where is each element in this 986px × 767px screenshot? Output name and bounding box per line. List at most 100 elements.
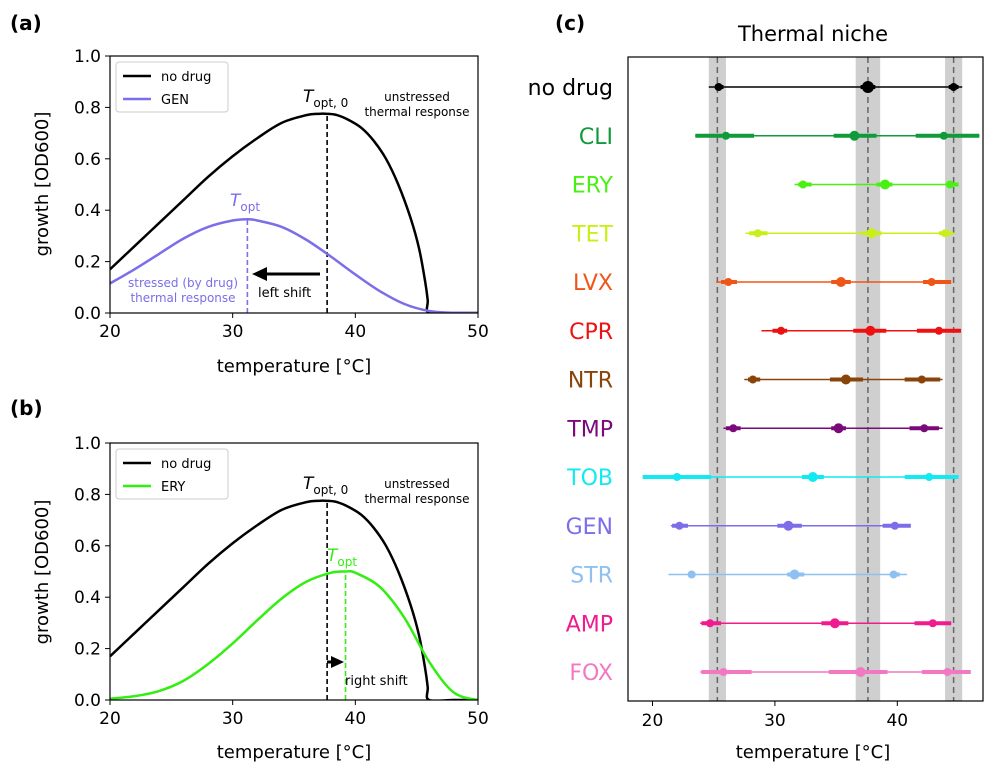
niche-point-gen-1: [783, 520, 794, 531]
niche-point-cpr-0: [777, 326, 786, 335]
panel-c-ticks: 20 30 40: [642, 701, 908, 731]
panel-a-ytick-label: 1.0: [74, 47, 101, 67]
niche-point-cli-1: [849, 130, 860, 141]
panel-b-plot-area: [110, 499, 478, 700]
panel-b-ytick-label: 1.0: [74, 434, 101, 454]
panel-label-c: (c): [555, 11, 585, 35]
panel-b-ytick-label: 0.8: [74, 485, 101, 505]
niche-point-tob-2: [925, 473, 934, 481]
drug-label-tet: TET: [571, 222, 613, 247]
niche-point-str-1: [789, 569, 800, 580]
panel-b: (b) 20 30 40 50 0.0 0.2 0.4 0.6 0.8 1.0 temperatu…: [10, 396, 489, 763]
drug-label-ery: ERY: [572, 174, 614, 199]
niche-point-ntr-1: [840, 374, 851, 385]
panel-a-xtick-label: 50: [467, 322, 489, 342]
niche-point-str-2: [889, 570, 898, 579]
panel-a-legend: no drug GEN: [115, 61, 229, 113]
niche-point-lvx-2: [927, 278, 936, 286]
panel-b-topt-label: Topt: [327, 546, 357, 569]
panel-a-ytick-label: 0.6: [74, 150, 101, 170]
panel-c-drug-labels: no drug CLI ERY TET LVX CPR NTR TMP TOB GEN STR AMP…: [528, 76, 614, 686]
legend-label-no-drug-b: no drug: [161, 457, 211, 472]
panel-a-unstressed-line2: thermal response: [364, 105, 469, 119]
panel-b-xtick-label: 20: [99, 709, 121, 729]
panel-b-ylabel: growth [OD600]: [32, 500, 53, 645]
niche-point-cpr-1: [865, 325, 876, 336]
panel-b-shift-label: right shift: [345, 674, 408, 689]
panel-a-left-shift-arrow: [252, 267, 320, 281]
panel-a-ytick-label: 0.4: [74, 201, 101, 221]
panel-a-ytick-label: 0.0: [74, 304, 101, 324]
niche-point-ery-1: [880, 179, 891, 190]
niche-point-str-0: [687, 570, 696, 579]
drug-label-str: STR: [570, 564, 613, 589]
niche-point-no-drug-2: [949, 83, 958, 91]
niche-point-gen-2: [890, 521, 899, 530]
drug-label-amp: AMP: [566, 612, 613, 637]
panel-a: (a) 20 30 40 50 0.0 0.2 0.4 0.6 0.8 1.0 temperatu…: [10, 11, 489, 377]
drug-label-cpr: CPR: [569, 320, 613, 345]
drug-label-fox: FOX: [569, 661, 613, 686]
niche-point-no-drug-1: [861, 81, 874, 93]
panel-c-title: Thermal niche: [737, 22, 888, 46]
niche-point-fox-2: [943, 668, 952, 676]
panel-b-ytick-label: 0.4: [74, 588, 101, 608]
panel-b-ytick-label: 0.6: [74, 537, 101, 557]
niche-point-tet-2: [941, 229, 950, 238]
panel-a-series-no-drug: [110, 112, 478, 313]
niche-point-fox-0: [719, 668, 728, 676]
niche-point-lvx-1: [836, 277, 846, 287]
panel-a-topt-label: Topt: [230, 191, 260, 214]
niche-point-tet-0: [753, 229, 762, 238]
niche-point-tmp-1: [833, 423, 844, 434]
panel-b-unstressed-line2: thermal response: [364, 492, 469, 506]
drug-label-ntr: NTR: [568, 369, 613, 394]
niche-point-lvx-0: [724, 278, 733, 286]
panel-b-series-ery: [110, 569, 478, 700]
niche-point-amp-0: [706, 619, 715, 628]
drug-label-tob: TOB: [566, 466, 613, 491]
panel-b-topt0-label: Topt, 0: [303, 474, 348, 497]
panel-b-xlabel: temperature [°C]: [217, 742, 371, 763]
panel-b-xtick-label: 40: [345, 709, 367, 729]
legend-label-no-drug: no drug: [161, 70, 211, 85]
niche-point-ery-2: [945, 180, 954, 189]
panel-a-plot-area: [110, 112, 478, 313]
niche-point-no-drug-0: [714, 83, 723, 91]
panel-c: (c) Thermal niche 20 30 40 no drug CLI ERY TE…: [528, 11, 984, 763]
panel-b-ytick-label: 0.0: [74, 691, 101, 711]
panel-c-xlabel: temperature [°C]: [736, 742, 890, 763]
panel-b-ytick-label: 0.2: [74, 640, 101, 660]
legend-label-gen: GEN: [161, 93, 189, 108]
panel-a-xtick-label: 30: [222, 322, 244, 342]
panel-b-xtick-label: 30: [222, 709, 244, 729]
panel-a-stressed-line2: thermal response: [130, 291, 235, 305]
niche-point-cli-0: [721, 131, 730, 140]
niche-point-fox-1: [855, 667, 866, 677]
drug-label-cli: CLI: [579, 125, 613, 150]
niche-point-amp-2: [928, 619, 937, 628]
niche-point-tob-1: [807, 472, 818, 482]
panel-a-shift-label: left shift: [258, 286, 311, 301]
panel-a-ylabel: growth [OD600]: [32, 112, 53, 257]
panel-a-ytick-label: 0.2: [74, 253, 101, 273]
panel-a-ytick-label: 0.8: [74, 98, 101, 118]
panel-a-frame: [109, 55, 479, 314]
panel-a-topt0-label: Topt, 0: [303, 87, 348, 110]
panel-c-xtick-label: 40: [886, 711, 908, 731]
niche-point-ntr-0: [748, 375, 757, 384]
panel-c-frame: [627, 56, 984, 702]
panel-a-xtick-label: 40: [345, 322, 367, 342]
niche-point-amp-1: [829, 618, 840, 629]
panel-c-xtick-label: 30: [764, 711, 786, 731]
legend-label-ery: ERY: [161, 480, 185, 495]
panel-a-stressed-line1: stressed (by drug): [128, 276, 238, 290]
niche-point-cli-2: [939, 131, 948, 140]
niche-point-tmp-2: [920, 424, 929, 433]
panel-a-xtick-label: 20: [99, 322, 121, 342]
drug-label-tmp: TMP: [566, 417, 613, 442]
panel-b-right-shift-arrow: [327, 656, 344, 668]
niche-point-tmp-0: [729, 424, 738, 433]
niche-point-ery-0: [799, 180, 808, 189]
